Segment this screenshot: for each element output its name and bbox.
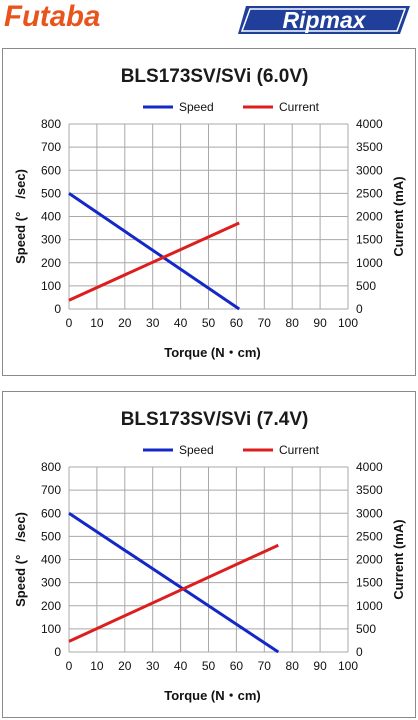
legend: Speed Current (143, 100, 320, 114)
series-line-current (68, 543, 279, 643)
y-tick-label: 700 (41, 140, 61, 154)
x-axis-title: Torque (N・cm) (164, 688, 261, 703)
legend-label-speed: Speed (179, 100, 214, 114)
x-tick-label: 90 (313, 316, 327, 330)
legend-label-speed: Speed (179, 443, 214, 457)
y-tick-label: 800 (41, 117, 61, 131)
y2-tick-label: 4000 (356, 460, 383, 474)
y2-tick-label: 3500 (356, 483, 383, 497)
y2-tick-label: 3000 (356, 163, 383, 177)
x-tick-label: 30 (146, 316, 160, 330)
y-axis-title: Speed (° /sec) (13, 512, 28, 607)
y-tick-label: 0 (54, 302, 61, 316)
y-tick-label: 100 (41, 622, 61, 636)
y-tick-label: 800 (41, 460, 61, 474)
x-tick-label: 10 (90, 659, 104, 673)
y2-tick-label: 1500 (356, 233, 383, 247)
x-tick-label: 0 (66, 316, 73, 330)
y-tick-label: 200 (41, 599, 61, 613)
chart-7-4v: BLS173SV/SVi (7.4V) Speed Current 0 10 20 30 40… (13, 409, 406, 703)
y2-tick-label: 500 (356, 279, 376, 293)
x-tick-label: 50 (202, 659, 216, 673)
legend-label-current: Current (279, 100, 320, 114)
y-tick-label: 0 (54, 645, 61, 659)
x-tick-label: 0 (66, 659, 73, 673)
y-axis-title: Speed (° /sec) (13, 169, 28, 264)
x-tick-label: 60 (230, 659, 244, 673)
y2-tick-label: 1500 (356, 576, 383, 590)
ripmax-logo: Ripmax (238, 6, 410, 34)
y2-tick-label: 2500 (356, 186, 383, 200)
x-tick-label: 30 (146, 659, 160, 673)
x-tick-label: 80 (286, 659, 300, 673)
y-tick-label: 300 (41, 233, 61, 247)
chart-6v: BLS173SV/SVi (6.0V) Speed Current 0 10 20 30 40… (13, 66, 406, 360)
x-tick-label: 100 (338, 659, 358, 673)
y-tick-label: 100 (41, 279, 61, 293)
gridlines (68, 123, 349, 310)
x-tick-label: 100 (338, 316, 358, 330)
gridlines (68, 466, 349, 653)
ripmax-logo-text: Ripmax (282, 7, 366, 33)
y2-tick-label: 0 (356, 645, 363, 659)
chart-panel-7-4v: BLS173SV/SVi (7.4V) Speed Current 0 10 20 30 40… (2, 391, 416, 718)
y2-tick-label: 3000 (356, 506, 383, 520)
series-line-current (68, 221, 240, 302)
x-tick-label: 70 (258, 659, 272, 673)
x-tick-label: 80 (286, 316, 300, 330)
y-tick-label: 500 (41, 186, 61, 200)
y2-tick-label: 4000 (356, 117, 383, 131)
y2-tick-label: 3500 (356, 140, 383, 154)
y2-tick-label: 500 (356, 622, 376, 636)
legend-label-current: Current (279, 443, 320, 457)
y2-tick-label: 2000 (356, 553, 383, 567)
y2-tick-label: 0 (356, 302, 363, 316)
x-tick-label: 10 (90, 316, 104, 330)
y-tick-label: 400 (41, 210, 61, 224)
x-tick-label: 40 (174, 316, 188, 330)
y2-axis-title: Current (mA) (391, 519, 406, 599)
x-tick-label: 50 (202, 316, 216, 330)
chart-title: BLS173SV/SVi (7.4V) (121, 409, 309, 430)
x-tick-label: 40 (174, 659, 188, 673)
chart-title: BLS173SV/SVi (6.0V) (121, 66, 309, 87)
y-tick-label: 600 (41, 163, 61, 177)
x-tick-label: 60 (230, 316, 244, 330)
legend: Speed Current (143, 443, 320, 457)
x-axis-title: Torque (N・cm) (164, 345, 261, 360)
header: Futaba Ripmax (0, 0, 418, 40)
y-tick-label: 600 (41, 506, 61, 520)
x-tick-label: 20 (118, 316, 132, 330)
y-tick-label: 400 (41, 553, 61, 567)
y-tick-label: 300 (41, 576, 61, 590)
y-tick-label: 200 (41, 256, 61, 270)
x-tick-label: 20 (118, 659, 132, 673)
series-line-speed (68, 512, 280, 654)
chart-panel-6v: BLS173SV/SVi (6.0V) Speed Current 0 10 20 30 40… (2, 48, 416, 376)
y2-tick-label: 1000 (356, 256, 383, 270)
y-tick-label: 700 (41, 483, 61, 497)
y2-tick-label: 1000 (356, 599, 383, 613)
y2-tick-label: 2000 (356, 210, 383, 224)
y2-axis-title: Current (mA) (391, 176, 406, 256)
x-tick-label: 70 (258, 316, 272, 330)
futaba-logo: Futaba (4, 0, 101, 33)
series-line-speed (68, 192, 241, 311)
y-tick-label: 500 (41, 529, 61, 543)
x-tick-label: 90 (313, 659, 327, 673)
y2-tick-label: 2500 (356, 529, 383, 543)
